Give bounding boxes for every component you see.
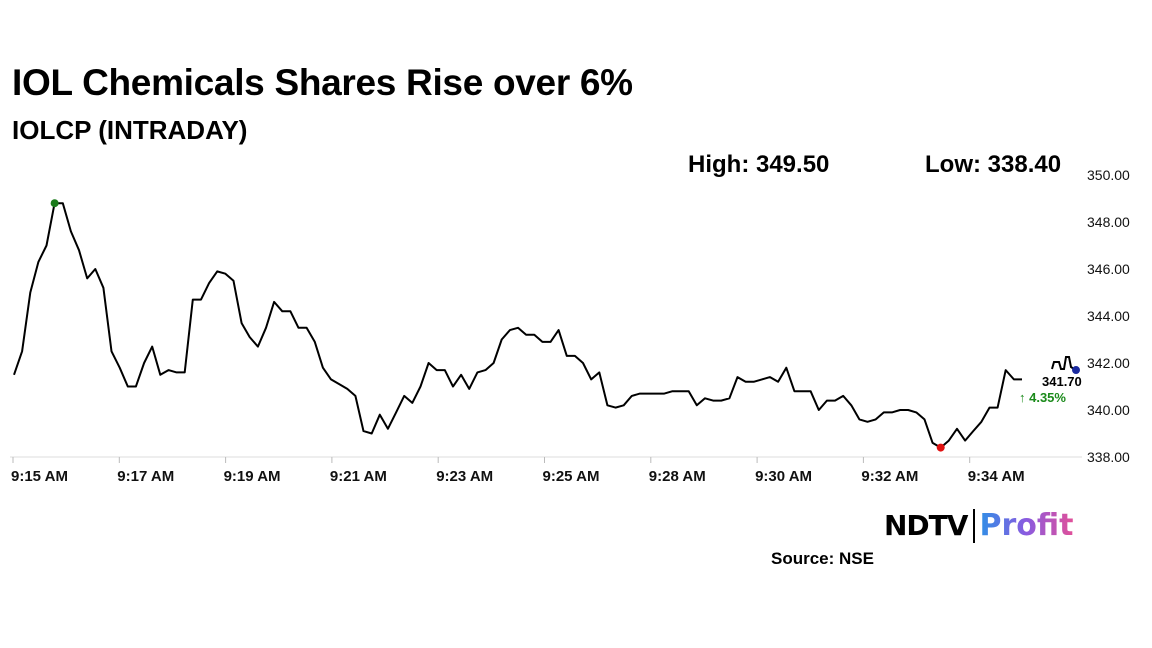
- day-low-label: Low: 338.40: [925, 151, 1062, 178]
- ndtv-wordmark: NDTV: [884, 509, 968, 542]
- live-tail-line: [1051, 356, 1075, 370]
- x-axis: 9:15 AM 9:17 AM 9:19 AM 9:21 AM 9:23 AM 9:25 …: [10, 456, 1082, 485]
- logo-divider: [973, 508, 976, 543]
- y-tick-label: 350.00: [1087, 167, 1130, 183]
- y-axis: 350.00 348.00 346.00 344.00 342.00 340.00 338.…: [1087, 167, 1130, 465]
- x-tick-label: 9:15 AM: [11, 468, 68, 485]
- source-note: Source: NSE: [771, 549, 874, 568]
- x-tick-label: 9:28 AM: [649, 468, 706, 485]
- ndtv-profit-logo: NDTV Profit: [884, 508, 1073, 548]
- y-tick-label: 338.00: [1087, 449, 1130, 465]
- y-tick-label: 344.00: [1087, 308, 1130, 324]
- price-line: [13, 202, 1022, 449]
- last-price-marker: [1072, 366, 1080, 375]
- high-marker: [50, 199, 59, 208]
- x-tick-label: 9:25 AM: [543, 468, 600, 485]
- last-price-label: 341.70: [1042, 374, 1082, 389]
- y-tick-label: 346.00: [1087, 261, 1130, 277]
- x-tick-label: 9:17 AM: [117, 468, 174, 485]
- y-tick-label: 340.00: [1087, 402, 1130, 418]
- y-tick-label: 348.00: [1087, 214, 1130, 230]
- chart-title: IOL Chemicals Shares Rise over 6%: [12, 62, 633, 103]
- low-marker: [936, 443, 945, 452]
- percent-change-label: ↑ 4.35%: [1019, 390, 1066, 405]
- x-tick-label: 9:19 AM: [224, 468, 281, 485]
- y-tick-label: 342.00: [1087, 355, 1130, 371]
- x-tick-label: 9:32 AM: [861, 468, 918, 485]
- profit-wordmark: Profit: [979, 508, 1074, 543]
- x-tick-label: 9:21 AM: [330, 468, 387, 485]
- chart-subtitle: IOLCP (INTRADAY): [12, 115, 248, 145]
- x-tick-label: 9:30 AM: [755, 468, 812, 485]
- x-tick-label: 9:23 AM: [436, 468, 493, 485]
- day-high-label: High: 349.50: [688, 151, 830, 178]
- x-tick-label: 9:34 AM: [968, 468, 1025, 485]
